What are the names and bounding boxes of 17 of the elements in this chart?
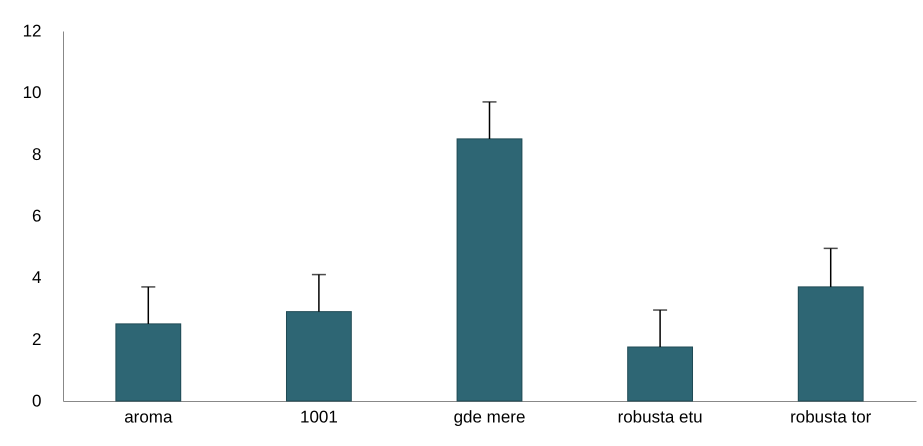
y-tick-label: 6 — [32, 206, 42, 226]
x-tick-label: robusta tor — [790, 408, 872, 426]
bar — [627, 346, 694, 402]
y-tick-label: 10 — [22, 83, 42, 102]
y-tick-label: 8 — [32, 144, 42, 164]
x-tick-label: robusta etu — [618, 408, 703, 426]
x-tick-label: gde mere — [454, 408, 526, 426]
bar — [798, 286, 864, 402]
y-tick-label: 0 — [32, 392, 42, 410]
bar — [456, 138, 522, 402]
bar — [115, 323, 182, 402]
x-tick-label: 1001 — [300, 408, 338, 426]
bar — [286, 311, 352, 402]
y-tick-label: 4 — [32, 268, 42, 288]
y-tick-label: 12 — [22, 22, 42, 40]
y-tick-label: 2 — [32, 330, 42, 349]
x-tick-label: aroma — [124, 408, 173, 426]
